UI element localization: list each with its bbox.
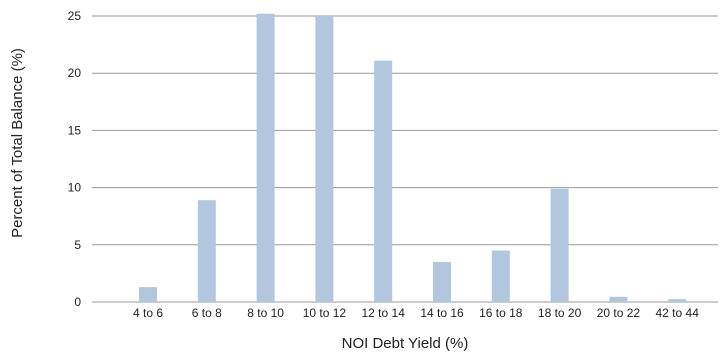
y-tick-label: 15 [68, 123, 82, 137]
bar-12-to-14 [374, 60, 393, 303]
x-tick-label: 14 to 16 [420, 306, 464, 320]
y-tick-label: 5 [74, 238, 81, 252]
x-tick-label: 20 to 22 [597, 306, 641, 320]
gridlines [92, 15, 718, 303]
bar-8-to-10 [256, 13, 275, 302]
bar-10-to-12 [315, 16, 334, 302]
y-tick-label: 10 [68, 181, 82, 195]
x-tick-labels: 4 to 6 6 to 8 8 to 10 10 to 12 12 to 14 14 to… [133, 306, 699, 320]
x-axis-title: NOI Debt Yield (%) [342, 335, 469, 352]
x-tick-label: 8 to 10 [247, 306, 284, 320]
x-tick-label: 42 to 44 [656, 306, 700, 320]
x-tick-label: 16 to 18 [479, 306, 523, 320]
bar-6-to-8 [197, 200, 216, 302]
bar-20-to-22 [609, 296, 628, 302]
y-tick-label: 25 [68, 9, 82, 23]
bars [139, 13, 687, 303]
y-tick-label: 20 [68, 66, 82, 80]
x-tick-label: 4 to 6 [133, 306, 163, 320]
x-tick-label: 6 to 8 [192, 306, 222, 320]
bar-16-to-18 [491, 250, 510, 302]
x-tick-label: 12 to 14 [362, 306, 406, 320]
x-tick-label: 18 to 20 [538, 306, 582, 320]
bar-18-to-20 [550, 188, 569, 302]
y-tick-label: 0 [74, 295, 81, 309]
y-axis-title: Percent of Total Balance (%) [9, 48, 26, 238]
x-tick-label: 10 to 12 [303, 306, 347, 320]
bar-42-to-44 [668, 299, 687, 302]
bar-14-to-16 [433, 261, 451, 302]
bar-4-to-6 [139, 287, 157, 302]
y-tick-labels: 0 5 10 15 20 25 [68, 9, 82, 309]
